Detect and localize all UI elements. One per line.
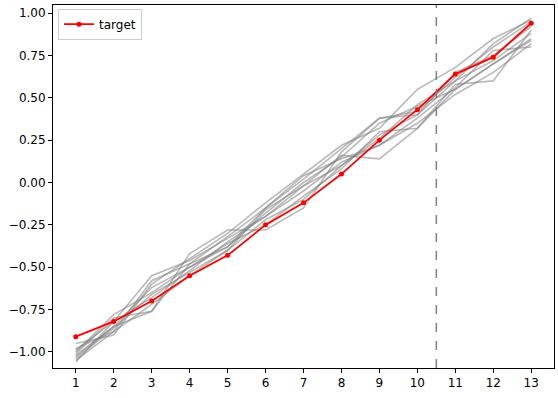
svg-text:8: 8 [338, 376, 346, 390]
svg-text:0.00: 0.00 [19, 176, 46, 190]
svg-text:7: 7 [300, 376, 308, 390]
svg-text:12: 12 [486, 376, 501, 390]
svg-text:11: 11 [448, 376, 463, 390]
svg-text:13: 13 [524, 376, 539, 390]
svg-text:6: 6 [262, 376, 270, 390]
svg-text:4: 4 [186, 376, 194, 390]
svg-text:9: 9 [376, 376, 384, 390]
svg-text:target: target [99, 18, 136, 32]
svg-text:0.25: 0.25 [19, 133, 46, 147]
svg-text:0.75: 0.75 [19, 49, 46, 63]
svg-text:1: 1 [72, 376, 80, 390]
svg-text:2: 2 [110, 376, 118, 390]
svg-text:−0.75: −0.75 [9, 303, 46, 317]
svg-text:3: 3 [148, 376, 156, 390]
svg-text:−1.00: −1.00 [9, 345, 46, 359]
svg-text:1.00: 1.00 [19, 6, 46, 20]
svg-text:10: 10 [410, 376, 425, 390]
svg-text:0.50: 0.50 [19, 91, 46, 105]
svg-text:−0.25: −0.25 [9, 218, 46, 232]
svg-text:5: 5 [224, 376, 232, 390]
svg-text:−0.50: −0.50 [9, 260, 46, 274]
